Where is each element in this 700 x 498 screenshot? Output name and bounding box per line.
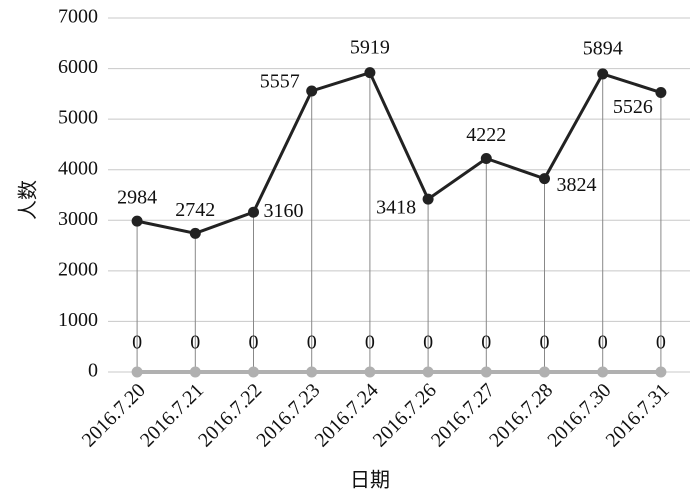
x-tick-label: 2016.7.30 bbox=[543, 379, 615, 451]
data-point bbox=[364, 67, 376, 79]
data-point bbox=[248, 366, 259, 378]
x-tick-label: 2016.7.24 bbox=[311, 379, 383, 451]
x-axis-label: 日期 bbox=[350, 470, 390, 492]
data-label: 0 bbox=[307, 332, 317, 354]
data-label: 0 bbox=[540, 332, 550, 354]
x-tick-label: 2016.7.23 bbox=[252, 379, 324, 451]
data-point bbox=[189, 227, 201, 239]
x-tick-label: 2016.7.22 bbox=[194, 379, 266, 451]
data-point bbox=[131, 366, 143, 378]
data-point bbox=[306, 366, 318, 378]
data-point bbox=[655, 366, 667, 378]
y-tick-label: 6000 bbox=[58, 56, 98, 78]
data-point bbox=[306, 85, 318, 97]
x-tick-label: 2016.7.28 bbox=[485, 379, 557, 451]
data-label: 0 bbox=[249, 332, 259, 354]
data-label: 0 bbox=[423, 332, 433, 354]
data-point bbox=[480, 152, 492, 164]
y-tick-label: 2000 bbox=[58, 258, 98, 280]
y-axis-label: 人数 bbox=[17, 180, 40, 220]
data-label: 3160 bbox=[264, 200, 304, 222]
data-label: 4222 bbox=[466, 124, 506, 146]
data-point bbox=[655, 87, 667, 99]
data-point bbox=[597, 68, 609, 80]
data-point bbox=[131, 215, 143, 227]
data-label: 2984 bbox=[117, 187, 157, 209]
data-label: 0 bbox=[190, 332, 200, 354]
data-point bbox=[422, 366, 434, 378]
data-label: 5557 bbox=[260, 71, 300, 93]
data-point bbox=[422, 193, 434, 205]
x-tick-label: 2016.7.26 bbox=[369, 379, 441, 451]
data-label: 3418 bbox=[376, 197, 416, 219]
data-label: 2742 bbox=[175, 199, 215, 221]
data-label: 5526 bbox=[613, 96, 653, 118]
data-point bbox=[189, 366, 201, 378]
data-label: 0 bbox=[656, 332, 666, 354]
x-tick-label: 2016.7.27 bbox=[427, 379, 499, 451]
y-tick-label: 5000 bbox=[58, 107, 98, 129]
y-tick-label: 3000 bbox=[58, 208, 98, 230]
data-label: 5894 bbox=[583, 38, 623, 60]
data-label: 0 bbox=[481, 332, 491, 354]
data-label: 3824 bbox=[557, 174, 597, 196]
data-point bbox=[248, 206, 259, 218]
y-tick-label: 4000 bbox=[58, 157, 98, 179]
x-tick-label: 2016.7.20 bbox=[78, 379, 150, 451]
data-label: 0 bbox=[365, 332, 375, 354]
y-tick-label: 0 bbox=[88, 360, 98, 382]
data-point bbox=[539, 366, 550, 378]
data-point bbox=[597, 366, 609, 378]
data-point bbox=[539, 173, 550, 185]
series-line bbox=[136, 70, 662, 235]
data-label: 0 bbox=[598, 332, 608, 354]
data-label: 5919 bbox=[350, 36, 390, 58]
data-point bbox=[364, 366, 376, 378]
x-tick-label: 2016.7.31 bbox=[602, 379, 674, 451]
y-tick-label: 1000 bbox=[58, 309, 98, 331]
data-point bbox=[480, 366, 492, 378]
y-tick-label: 7000 bbox=[58, 6, 98, 28]
x-tick-label: 2016.7.21 bbox=[136, 379, 208, 451]
data-label: 0 bbox=[132, 332, 142, 354]
